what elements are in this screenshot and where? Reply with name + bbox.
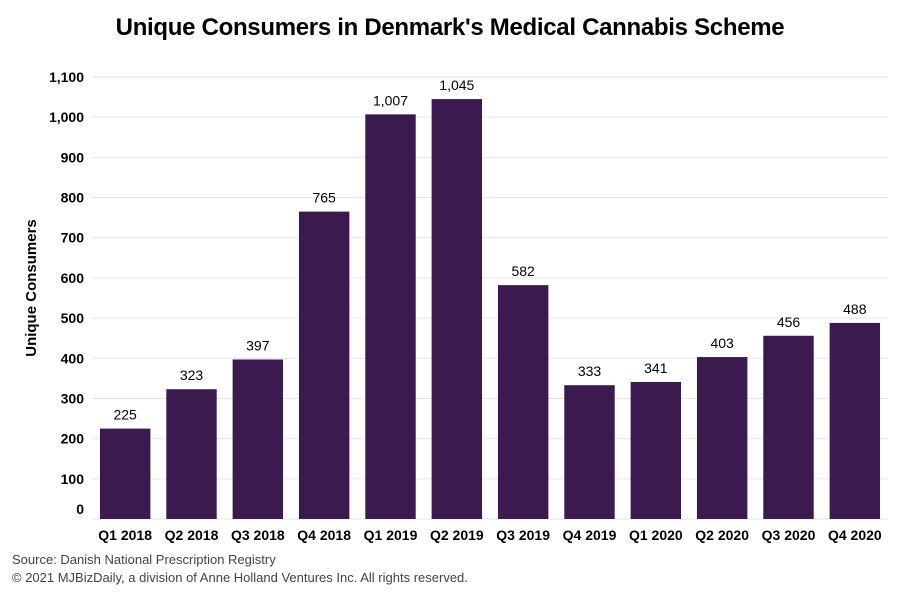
x-tick-label: Q4 2020 (828, 527, 882, 543)
bar (431, 99, 483, 519)
y-tick-label: 200 (61, 431, 85, 447)
data-label: 1,007 (373, 92, 408, 108)
data-labels: 225 323 397 765 1,007 1,045 582 333 341 403 456 488 (113, 77, 866, 422)
bar (497, 285, 549, 519)
data-label: 341 (644, 360, 668, 376)
x-tick-label: Q4 2019 (563, 527, 617, 543)
x-tick-label: Q2 2020 (695, 527, 749, 543)
x-tick-label: Q4 2018 (297, 527, 351, 543)
bars (99, 99, 881, 520)
chart-title: Unique Consumers in Denmark's Medical Ca… (115, 14, 785, 41)
x-tick-label: Q1 2019 (364, 527, 418, 543)
x-tick-label: Q1 2018 (98, 527, 152, 543)
data-label: 582 (511, 263, 535, 279)
y-tick-label: 500 (61, 310, 85, 326)
y-tick-label: 600 (61, 270, 85, 286)
source-note: Source: Danish National Prescription Reg… (12, 552, 276, 567)
data-label: 225 (113, 407, 137, 423)
x-tick-label: Q1 2020 (629, 527, 683, 543)
data-label: 488 (843, 301, 867, 317)
bar (365, 114, 416, 520)
x-axis-ticks: Q1 2018 Q2 2018 Q3 2018 Q4 2018 Q1 2019 Q2 20… (98, 527, 882, 543)
y-tick-label: 700 (61, 230, 85, 246)
data-label: 765 (312, 190, 336, 206)
y-tick-label: 400 (61, 350, 85, 366)
data-label: 403 (710, 335, 734, 351)
copyright-note: © 2021 MJBizDaily, a division of Anne Ho… (12, 570, 468, 585)
x-tick-label: Q3 2019 (496, 527, 550, 543)
data-label: 323 (180, 367, 204, 383)
bar (99, 428, 151, 519)
bar (696, 357, 748, 519)
x-tick-label: Q3 2020 (762, 527, 816, 543)
bar (298, 211, 350, 520)
bar (564, 385, 615, 519)
y-axis-label: Unique Consumers (23, 219, 40, 357)
bar (166, 389, 217, 519)
y-tick-label: 300 (61, 390, 85, 406)
y-tick-label: 0 (76, 501, 84, 517)
y-tick-label: 1,100 (49, 69, 84, 85)
x-tick-label: Q2 2018 (165, 527, 219, 543)
data-label: 456 (777, 314, 801, 330)
bar (763, 335, 814, 519)
y-tick-label: 800 (61, 190, 85, 206)
y-tick-label: 900 (61, 149, 85, 165)
data-label: 1,045 (439, 77, 474, 93)
y-axis-ticks: 0 100 200 300 400 500 600 700 800 900 1,000 1,100 (49, 69, 84, 517)
x-tick-label: Q2 2019 (430, 527, 484, 543)
gridlines (92, 76, 888, 520)
bar (829, 322, 881, 519)
bar (630, 381, 682, 519)
bar (232, 359, 284, 519)
data-label: 333 (578, 363, 602, 379)
y-tick-label: 1,000 (49, 109, 84, 125)
data-label: 397 (246, 337, 270, 353)
x-tick-label: Q3 2018 (231, 527, 285, 543)
y-tick-label: 100 (61, 471, 85, 487)
